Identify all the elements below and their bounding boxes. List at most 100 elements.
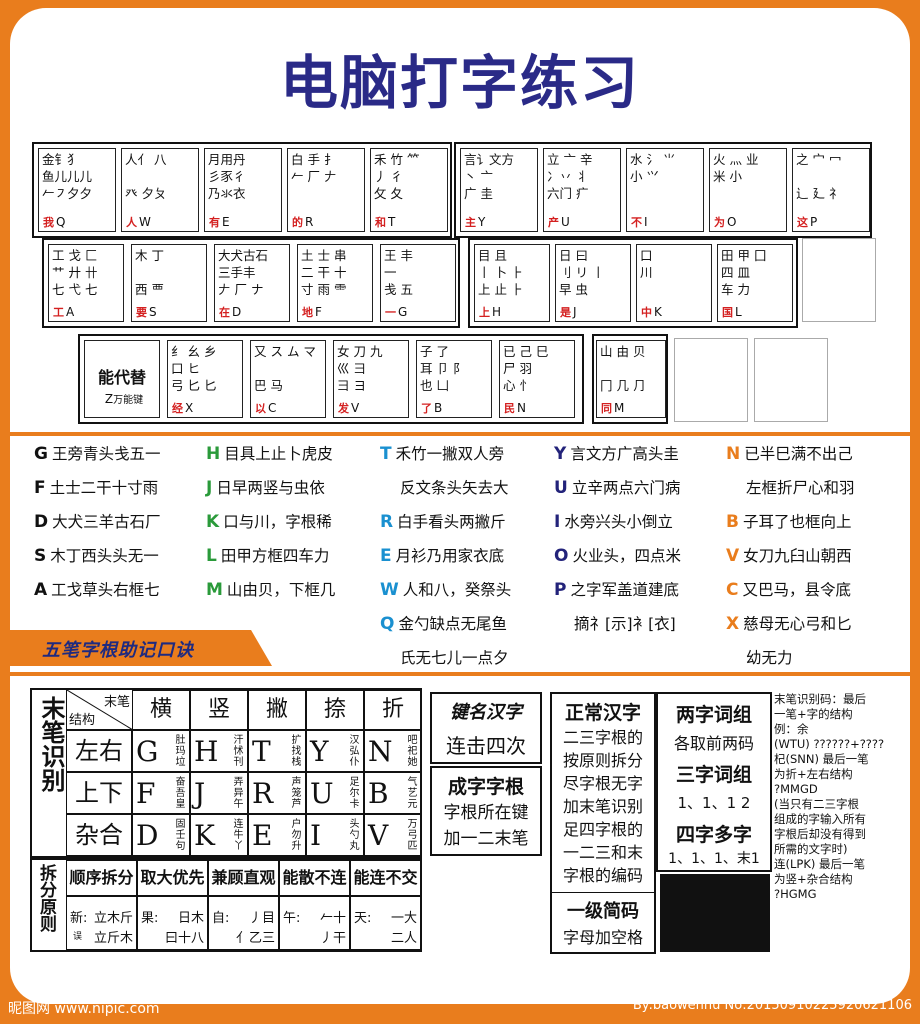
mnemonic-key: F [34,478,46,498]
stroke-code: K [194,819,215,852]
stroke-code: H [194,735,219,768]
mnemonic-key: S [34,546,47,566]
key-word: 产 [548,216,559,229]
mnemonic-key: R [380,512,394,532]
key-letter: S [149,305,157,319]
key-z[interactable]: 能代替 Z万能键 [84,340,160,418]
key-f[interactable]: 土 士 串 二 干 十 寸 雨 ⻗地 F [297,244,373,322]
stroke-examples: 汗怵刊 [233,735,244,768]
note-line: (当只有二三字根 [774,797,859,811]
key-m[interactable]: 山 由 贝 冂 几 ⺆同 M [596,340,666,418]
mnemonic-key: K [206,512,220,532]
stroke-examples: 声笼芦 [291,777,302,810]
split-example: 天: 一大 二人 [350,896,421,950]
key-letter: M [614,401,625,415]
split-side-label: 拆分原则 [36,864,56,932]
key-roots: 大犬古石 三手丰 𠂇 厂 ナ [218,248,269,297]
stroke-code: J [194,777,206,810]
footer-watermark-right: By:baowenhu No:20150910225920621106 [632,998,912,1013]
mnemonic-line: 左框折尸心和羽 [746,476,855,498]
mnemonic-text: 大犬三羊古石厂 [52,513,161,531]
key-name-title: 键名汉字 [450,702,522,723]
stroke-code: V [368,819,389,852]
split-alt: 二人 [390,931,417,946]
key-h[interactable]: 目 且 丨 卜 ⺊ 上 止 ⺊上 H [474,244,550,322]
key-word: 我 [43,216,54,229]
key-q[interactable]: 金钅犭 鱼儿儿儿 𠂉㇇夕夕我 Q [38,148,116,232]
split-alt: 曰十八 [164,931,204,946]
key-roots: 白 手 扌 𠂉 厂 𠂇 [291,152,337,184]
char-root-box: 成字字根 字根所在键 加一二末笔 [430,766,542,856]
normal-char-line: 二三字根的 [562,728,643,747]
note-line: ?MMGD [774,782,818,796]
mnemonic-key: V [726,546,740,566]
stroke-cell: E 户勿升 [248,814,306,856]
footer-watermark-left: 昵图网 www.nipic.com [8,1001,160,1017]
normal-char-divider [552,892,654,893]
mnemonic-line: F 土士二干十寸雨 [34,476,158,498]
key-letter: G [398,305,408,319]
page-title: 电脑打字练习 [279,49,640,117]
mnemonic-line: V 女刀九臼山朝西 [726,544,852,566]
black-block [660,874,770,952]
mnemonic-text: 火业头，四点米 [572,547,681,565]
mnemonic-line: 幼无力 [746,646,793,668]
key-word: 是 [560,306,571,319]
key-letter: V [351,401,360,415]
key-letter: C [268,401,277,415]
stroke-examples: 连牛丫 [233,819,244,852]
key-letter: X [185,401,194,415]
key-roots: 立 亠 辛 冫丷 丬 六门 疒 [547,152,593,201]
split-table: 拆分原则 顺序拆分 新: 立木斤 立斤木误 取大优先 果: 日木 曰十八 兼顾直观 自: 丿目 亻乙三… [30,858,422,952]
key-roots: 土 士 串 二 干 十 寸 雨 ⻗ [301,248,347,297]
mnemonic-line: N 已半巳满不出己 [726,442,853,464]
stroke-examples: 汉弘仆 [349,735,360,768]
mnemonic-line: L 田甲方框四车力 [206,544,329,566]
mnemonic-line: H 目具上止卜虎皮 [206,442,333,464]
stroke-examples: 固壬句 [175,819,186,852]
key-roots: 金钅犭 鱼儿儿儿 𠂉㇇夕夕 [42,152,93,201]
corner-top: 末笔 [103,695,130,710]
normal-char-line: 足四字根的 [562,820,643,839]
key-letter: Q [56,215,66,229]
key-w[interactable]: 人亻 八 癶 夕ㄆ人 W [121,148,199,232]
key-word: 这 [797,216,808,229]
mnemonic-text: 人和八，癸祭头 [402,581,512,599]
note-line: 字根后却没有得到 [774,827,866,841]
key-name-text: 连击四次 [446,734,526,758]
stroke-row-label: 杂合 [66,814,132,856]
mnemonic-line: Q 金勺缺点无尾鱼 [380,612,507,634]
normal-char-lines: 二三字根的 按原则拆分 尽字根无字 加末笔识别 足四字根的 一二三和末 字根的编码 [552,726,654,887]
note-line: 为竖+杂合结构 [774,872,853,886]
mnemonic-text: 木丁西头头无一 [50,547,159,565]
z-key-label: 能代替 Z万能键 [88,368,156,411]
stroke-examples: 吧祀她 [407,735,418,768]
stroke-examples: 户勿升 [291,819,302,852]
key-e[interactable]: 月用丹 彡豕彳 乃氺衣有 E [204,148,282,232]
